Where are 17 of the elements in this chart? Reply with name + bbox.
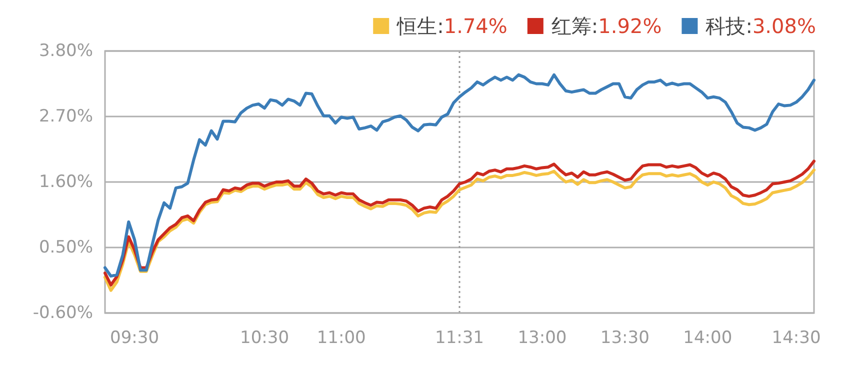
x-tick-label: 14:00 <box>683 328 732 348</box>
y-tick-label: 1.60% <box>38 172 93 192</box>
legend-label: 科技:3.08% <box>706 14 816 38</box>
x-tick-label: 09:30 <box>110 328 160 348</box>
legend-label: 恒生:1.74% <box>396 14 508 38</box>
x-tick-label: 13:30 <box>600 328 650 348</box>
legend-label: 红筹:1.92% <box>551 14 662 38</box>
x-tick-label: 13:00 <box>518 328 567 348</box>
y-tick-label: 3.80% <box>38 41 93 61</box>
y-tick-label: -0.60% <box>32 303 93 323</box>
y-tick-label: 2.70% <box>38 106 93 126</box>
line-series <box>104 73 816 278</box>
x-tick-label: 11:31 <box>435 328 484 348</box>
x-tick-label: 10:30 <box>240 328 290 348</box>
y-tick-label: 0.50% <box>38 238 93 258</box>
x-tick-label: 11:00 <box>316 328 366 348</box>
x-tick-label: 14:30 <box>772 328 821 348</box>
